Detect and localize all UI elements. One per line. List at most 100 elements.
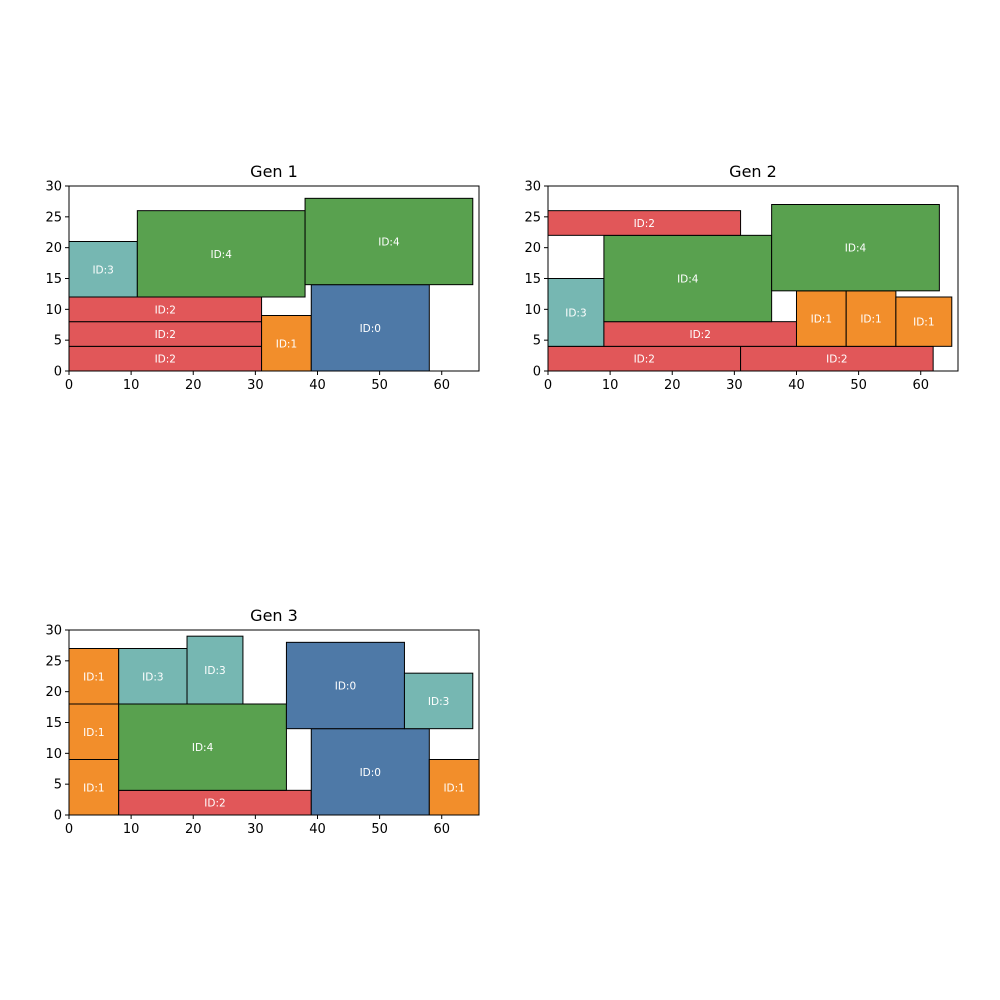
packed-rect-shape (68, 296, 263, 323)
y-tick-label: 30 (45, 624, 62, 639)
packed-rect-label: ID:3 (428, 696, 449, 708)
packed-rect: ID:2 (68, 321, 263, 347)
packed-rect-label: ID:3 (92, 264, 113, 276)
packed-rect: ID:4 (771, 204, 940, 292)
x-tick-label: 10 (602, 378, 619, 393)
y-tick-label: 10 (45, 747, 62, 762)
x-tick-label: 30 (726, 378, 743, 393)
packed-rect-shape (895, 296, 953, 347)
x-tick-label: 20 (664, 378, 681, 393)
packed-rect-label: ID:4 (845, 243, 867, 255)
packed-rect-shape (68, 703, 120, 760)
packed-rect-shape (547, 210, 742, 236)
packed-rect: ID:1 (68, 759, 120, 816)
packed-rect-label: ID:1 (443, 782, 464, 794)
x-tick-label: 60 (433, 822, 450, 837)
packed-rect-label: ID:1 (276, 338, 297, 350)
x-tick-label: 10 (123, 378, 140, 393)
packed-rect-shape (118, 648, 188, 705)
x-tick-label: 60 (912, 378, 929, 393)
packed-rect-shape (403, 672, 474, 730)
packed-rect-shape (186, 635, 244, 705)
packed-rect-label: ID:4 (210, 249, 232, 261)
y-tick-label: 20 (45, 685, 62, 700)
x-tick-label: 20 (185, 822, 202, 837)
packed-rect-shape (68, 759, 120, 816)
packed-rect-label: ID:4 (192, 742, 214, 754)
x-tick-label: 0 (65, 378, 73, 393)
x-tick-label: 0 (65, 822, 73, 837)
x-tick-label: 50 (371, 822, 388, 837)
y-tick-label: 15 (45, 272, 62, 287)
packed-rect: ID:3 (68, 241, 138, 298)
packed-rect-shape (68, 648, 120, 705)
packed-rect-shape (68, 241, 138, 298)
packed-rect-label: ID:4 (677, 274, 699, 286)
packed-rect: ID:1 (261, 315, 312, 372)
packed-rect-label: ID:1 (83, 782, 104, 794)
panel-title: Gen 2 (729, 162, 777, 181)
packed-rect-label: ID:2 (155, 329, 176, 341)
x-tick-label: 40 (788, 378, 805, 393)
x-tick-label: 20 (185, 378, 202, 393)
packed-rect-shape (310, 284, 430, 372)
packed-rect: ID:0 (285, 641, 405, 730)
packed-rect: ID:1 (428, 759, 480, 816)
y-tick-label: 5 (54, 778, 62, 793)
packed-rect: ID:1 (68, 648, 120, 705)
y-tick-label: 10 (524, 303, 541, 318)
x-tick-label: 50 (850, 378, 867, 393)
packed-rect-shape (118, 789, 312, 816)
packed-rect: ID:4 (136, 210, 306, 298)
packed-rect: ID:2 (603, 321, 797, 347)
y-tick-label: 5 (533, 334, 541, 349)
packed-rect-label: ID:3 (204, 665, 225, 677)
y-tick-label: 20 (45, 241, 62, 256)
packed-rect: ID:0 (310, 728, 430, 816)
packed-rect: ID:2 (547, 210, 742, 236)
packed-rect: ID:0 (310, 284, 430, 372)
y-tick-label: 0 (533, 365, 541, 380)
packed-rect: ID:4 (603, 234, 773, 323)
y-tick-label: 10 (45, 303, 62, 318)
packed-rect: ID:2 (118, 789, 312, 816)
packed-rect-label: ID:4 (378, 237, 400, 249)
x-tick-label: 40 (309, 822, 326, 837)
packed-rect-label: ID:0 (335, 681, 356, 693)
packed-rect: ID:3 (118, 648, 188, 705)
packed-rect-shape (845, 290, 897, 347)
packed-rect-label: ID:1 (913, 317, 934, 329)
packed-rect: ID:4 (304, 197, 474, 286)
packed-rect-shape (285, 641, 405, 730)
packed-rect-shape (118, 703, 287, 791)
packed-rect-label: ID:2 (155, 304, 176, 316)
y-tick-label: 30 (45, 180, 62, 195)
x-tick-label: 30 (247, 822, 264, 837)
panel-gen-1: Gen 1 ID:2 ID:2 ID:2 ID:3 ID:4 ID:1 ID:0 ID:4 0 10… (45, 162, 480, 393)
x-tick-label: 30 (247, 378, 264, 393)
x-tick-label: 10 (123, 822, 140, 837)
packed-rect-label: ID:1 (811, 314, 832, 326)
x-tick-label: 50 (371, 378, 388, 393)
packed-rect-label: ID:2 (634, 354, 655, 366)
y-tick-label: 0 (54, 809, 62, 824)
packed-rect: ID:2 (68, 345, 263, 372)
packed-rect: ID:2 (68, 296, 263, 323)
packed-rect: ID:3 (403, 672, 474, 730)
packed-rect-shape (68, 345, 263, 372)
x-tick-label: 0 (544, 378, 552, 393)
packed-rect-label: ID:3 (565, 307, 586, 319)
y-tick-label: 25 (524, 210, 541, 225)
y-tick-label: 25 (45, 654, 62, 669)
x-tick-label: 60 (433, 378, 450, 393)
packed-rect-label: ID:2 (155, 354, 176, 366)
y-tick-label: 30 (524, 180, 541, 195)
y-tick-label: 25 (45, 210, 62, 225)
packed-rect: ID:2 (740, 345, 934, 372)
y-tick-label: 20 (524, 241, 541, 256)
panel-gen-2: Gen 2 ID:2 ID:2 ID:3 ID:2 ID:4 ID:2 ID:1 ID:1 ID:… (524, 162, 959, 393)
panel-gen-3: Gen 3 ID:1 ID:1 ID:1 ID:2 ID:4 ID:3 ID:3 ID:0 ID:… (45, 606, 480, 837)
packed-rect-label: ID:2 (826, 354, 847, 366)
packed-rect: ID:4 (118, 703, 287, 791)
